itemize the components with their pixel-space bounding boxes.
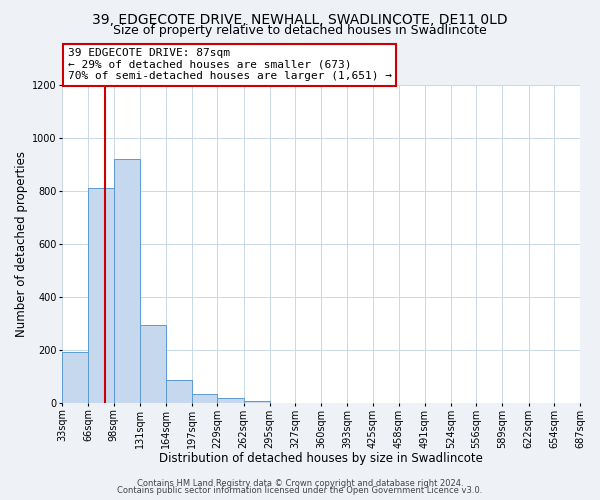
Bar (114, 159, 140, 403)
Y-axis label: Number of detached properties: Number of detached properties (15, 150, 28, 336)
X-axis label: Distribution of detached houses by size in Swadlincote: Distribution of detached houses by size … (159, 452, 483, 465)
Text: Size of property relative to detached houses in Swadlincote: Size of property relative to detached ho… (113, 24, 487, 37)
Bar (166, 380, 192, 403)
Bar (192, 394, 217, 403)
Bar (62, 352, 88, 403)
Text: Contains public sector information licensed under the Open Government Licence v3: Contains public sector information licen… (118, 486, 482, 495)
Text: 39 EDGECOTE DRIVE: 87sqm
← 29% of detached houses are smaller (673)
70% of semi-: 39 EDGECOTE DRIVE: 87sqm ← 29% of detach… (68, 48, 392, 82)
Bar (88, 188, 114, 403)
Text: Contains HM Land Registry data © Crown copyright and database right 2024.: Contains HM Land Registry data © Crown c… (137, 478, 463, 488)
Bar (244, 401, 270, 403)
Text: 39, EDGECOTE DRIVE, NEWHALL, SWADLINCOTE, DE11 0LD: 39, EDGECOTE DRIVE, NEWHALL, SWADLINCOTE… (92, 12, 508, 26)
Bar (140, 324, 166, 403)
Bar (217, 398, 244, 403)
